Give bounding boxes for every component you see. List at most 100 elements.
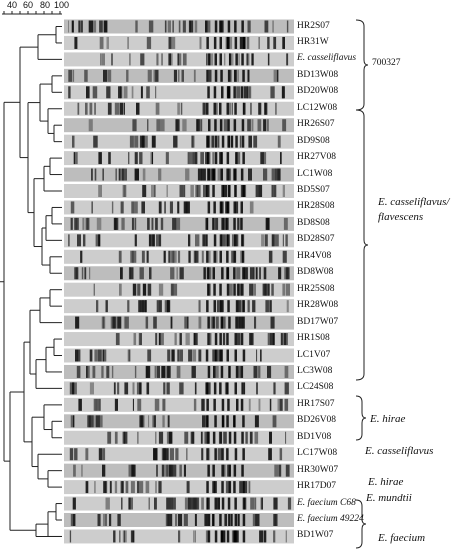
gel-band bbox=[169, 201, 173, 214]
gel-band bbox=[237, 316, 240, 329]
sample-label: HR4V08 bbox=[297, 250, 332, 261]
gel-band bbox=[219, 234, 223, 247]
sample-label: BD1W07 bbox=[297, 530, 334, 541]
gel-band bbox=[96, 217, 102, 230]
group-label-700327: 700327 bbox=[372, 58, 401, 68]
gel-band bbox=[158, 168, 162, 181]
gel-band bbox=[166, 185, 168, 197]
gel-band bbox=[202, 102, 205, 115]
gel-band bbox=[207, 185, 210, 197]
gel-band bbox=[107, 431, 112, 444]
gel-band bbox=[104, 20, 108, 33]
gel-band bbox=[118, 86, 121, 99]
gel-band bbox=[177, 53, 182, 66]
gel-band bbox=[115, 168, 117, 181]
gel-band bbox=[207, 530, 211, 543]
gel-band bbox=[188, 349, 193, 362]
gel-band bbox=[85, 217, 88, 230]
gel-band bbox=[240, 250, 244, 263]
gel-band bbox=[182, 20, 186, 33]
gel-band bbox=[231, 250, 235, 263]
gel-band bbox=[261, 497, 263, 510]
gel-band bbox=[233, 201, 236, 214]
gel-band bbox=[226, 415, 229, 428]
gel-band bbox=[246, 36, 250, 49]
gel-band bbox=[233, 217, 236, 230]
gel-band bbox=[267, 333, 272, 346]
gel-band bbox=[152, 152, 153, 165]
gel-band bbox=[270, 316, 275, 329]
gel-band bbox=[133, 333, 137, 346]
gel-band bbox=[73, 382, 77, 395]
gel-band bbox=[272, 234, 276, 247]
gel-band bbox=[250, 102, 252, 115]
gel-band bbox=[164, 20, 167, 33]
gel-band bbox=[194, 152, 198, 165]
gel-band bbox=[95, 398, 100, 411]
gel-band bbox=[243, 382, 246, 395]
gel-band bbox=[268, 250, 273, 263]
gel-band bbox=[269, 300, 272, 313]
gel-band bbox=[213, 300, 216, 313]
gel-band bbox=[213, 382, 217, 395]
gel-band bbox=[85, 102, 88, 115]
gel-band bbox=[208, 69, 212, 82]
gel-band bbox=[139, 152, 143, 165]
gel-band bbox=[150, 152, 154, 165]
gel-band bbox=[86, 365, 88, 378]
gel-band bbox=[207, 431, 210, 444]
gel-band bbox=[206, 250, 209, 263]
gel-band bbox=[213, 86, 217, 99]
gel-band bbox=[98, 152, 102, 165]
gel-band bbox=[171, 497, 176, 510]
gel-band bbox=[142, 283, 147, 296]
gel-band bbox=[267, 53, 270, 66]
gel-band bbox=[221, 86, 224, 99]
gel-band bbox=[277, 135, 281, 148]
gel-band bbox=[211, 135, 215, 148]
gel-band bbox=[123, 185, 127, 197]
gel-band bbox=[70, 217, 73, 230]
gel-band bbox=[235, 365, 239, 378]
gel-band bbox=[83, 234, 86, 247]
gel-band bbox=[219, 349, 222, 362]
gel-band bbox=[184, 431, 189, 444]
gel-band bbox=[177, 349, 180, 362]
gel-band bbox=[201, 250, 204, 263]
gel-band bbox=[236, 398, 239, 411]
gel-band bbox=[101, 53, 105, 66]
gel-band bbox=[94, 168, 97, 181]
gel-band bbox=[242, 415, 245, 428]
gel-band bbox=[215, 365, 219, 378]
gel-band bbox=[91, 415, 95, 428]
gel-band bbox=[249, 201, 254, 214]
gel-band bbox=[188, 497, 193, 510]
gel-band bbox=[137, 398, 142, 411]
gel-band bbox=[213, 250, 216, 263]
gel-band bbox=[235, 53, 238, 66]
gel-band bbox=[257, 119, 262, 132]
gel-band bbox=[219, 201, 223, 214]
gel-band bbox=[233, 431, 237, 444]
sample-label: LC1V07 bbox=[297, 349, 331, 360]
gel-band bbox=[114, 431, 118, 444]
gel-band bbox=[120, 481, 123, 494]
gel-band bbox=[240, 217, 243, 230]
gel-band bbox=[181, 69, 184, 82]
gel-band bbox=[249, 283, 253, 296]
gel-band bbox=[129, 53, 131, 66]
gel-band bbox=[240, 300, 245, 313]
group-label-casseliflavus-flavescens-line2: flavescens bbox=[378, 211, 424, 223]
gel-band bbox=[221, 300, 224, 313]
gel-band bbox=[278, 464, 282, 477]
gel-band bbox=[230, 69, 232, 82]
gel-band bbox=[159, 300, 162, 313]
gel-band bbox=[242, 300, 245, 313]
gel-band bbox=[216, 300, 221, 313]
gel-band bbox=[171, 349, 175, 362]
gel-band bbox=[223, 119, 228, 132]
gel-band bbox=[202, 415, 206, 428]
gel-band bbox=[134, 152, 138, 165]
gel-band bbox=[78, 398, 82, 411]
